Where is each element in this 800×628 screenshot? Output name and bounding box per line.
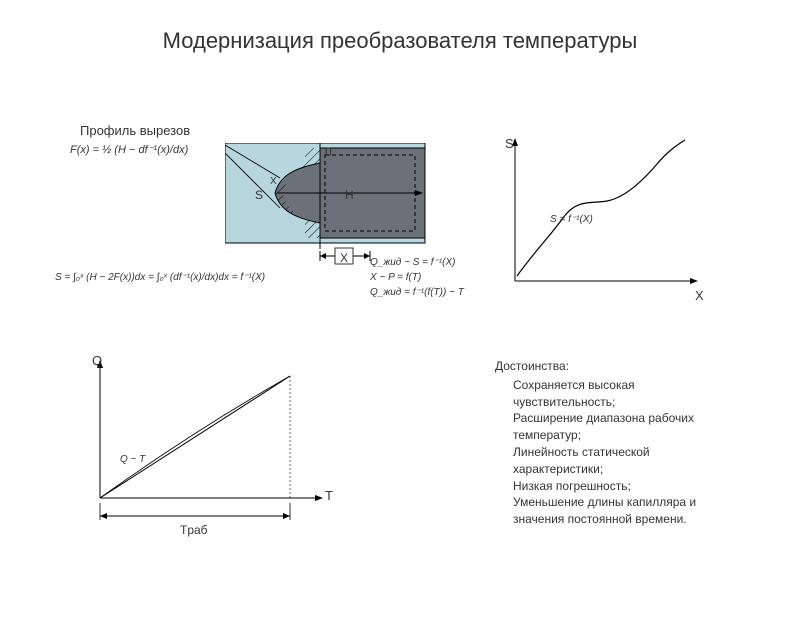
advantage-item: Расширение диапазона рабочих температур;	[513, 410, 725, 444]
formula-s-integral: S = ∫₀ˣ (H − 2F(x))dx = ∫₀ˣ (df⁻¹(x)/dx)…	[55, 271, 365, 284]
advantage-item: Сохраняется высокая чувствительность;	[513, 377, 725, 411]
cs-label-H: H	[345, 188, 354, 202]
formula-f: F(x) = ½ (H − df⁻¹(x)/dx)	[70, 143, 220, 157]
advantage-item: Уменьшение длины капилляра и значения по…	[513, 494, 725, 528]
sx-x-label: X	[695, 288, 704, 303]
qt-y-label: Q	[92, 353, 102, 368]
chart-q-t	[85, 358, 335, 533]
cs-label-0: 0	[325, 145, 332, 159]
formula-q3: Q_жид = f⁻¹(f(T)) ~ T	[370, 286, 464, 299]
chart-s-x	[505, 136, 705, 296]
sx-y-label: S	[505, 136, 514, 151]
qt-x-label: T	[325, 488, 333, 503]
cs-label-S: S	[255, 188, 263, 202]
advantages-header: Достоинства:	[495, 358, 725, 375]
formula-q1: Q_жид ~ S = f⁻¹(X)	[370, 256, 456, 269]
cs-label-X: X	[340, 251, 348, 265]
advantage-item: Линейность статической характеристики;	[513, 444, 725, 478]
page-title: Модернизация преобразователя температуры	[0, 28, 800, 54]
qt-formula: Q ~ T	[120, 453, 145, 466]
advantage-item: Низкая погрешность;	[513, 478, 725, 495]
sx-curve-formula: S = f⁻¹(X)	[550, 213, 593, 226]
cs-label-x-arrow: X	[270, 176, 277, 187]
advantages-block: Достоинства: Сохраняется высокая чувстви…	[495, 358, 725, 528]
cross-section-diagram	[225, 143, 430, 273]
formula-q2: X ~ P = f(T)	[370, 271, 421, 284]
qt-range-label: Tраб	[180, 523, 208, 537]
profile-label: Профиль вырезов	[80, 123, 190, 138]
